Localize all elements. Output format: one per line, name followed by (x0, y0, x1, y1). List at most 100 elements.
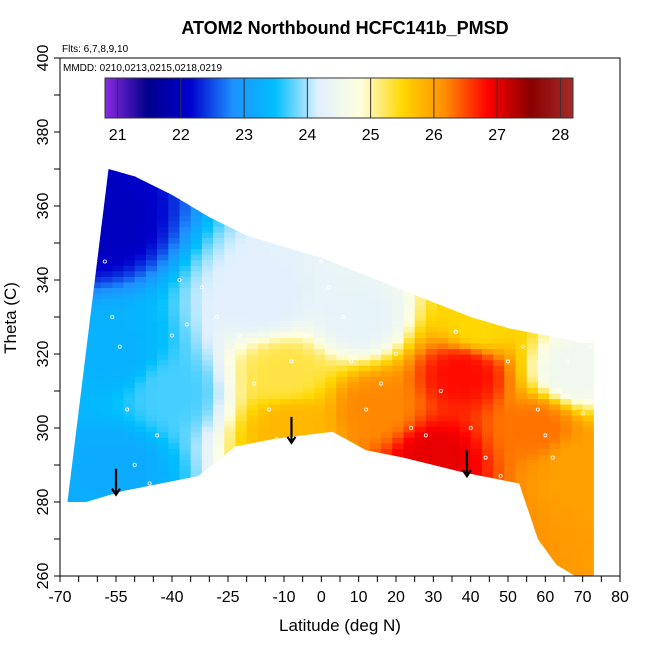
heatmap-cell (336, 248, 349, 255)
heatmap-cell (560, 503, 573, 510)
heatmap-cell (448, 265, 461, 272)
heatmap-cell (235, 492, 248, 499)
heatmap-cell (504, 459, 517, 466)
heatmap-cell (381, 403, 393, 411)
heatmap-cell (414, 215, 427, 222)
heatmap-cell (347, 215, 360, 222)
heatmap-cell (358, 226, 371, 233)
heatmap-cell (392, 354, 405, 361)
heatmap-cell (201, 209, 214, 216)
heatmap-cell (112, 354, 125, 361)
heatmap-cell (448, 315, 461, 322)
heatmap-cell (168, 265, 181, 272)
heatmap-cell (414, 265, 427, 272)
heatmap-cell (224, 231, 237, 239)
heatmap-cell (123, 337, 136, 344)
heatmap-cell (145, 376, 158, 383)
heatmap-cell (336, 265, 349, 272)
heatmap-cell (369, 498, 382, 505)
heatmap-cell (481, 531, 494, 538)
heatmap-cell (515, 220, 528, 227)
heatmap-cell (526, 448, 539, 455)
heatmap-cell (257, 498, 270, 505)
heatmap-cell (78, 459, 91, 466)
heatmap-cell (89, 426, 102, 433)
heatmap-cell (448, 465, 461, 472)
heatmap-cell (157, 470, 169, 477)
heatmap-cell (459, 437, 472, 444)
heatmap-cell (459, 326, 472, 333)
heatmap-cell (269, 503, 281, 510)
heatmap-cell (515, 326, 528, 333)
heatmap-cell (269, 226, 281, 233)
heatmap-cell (414, 248, 427, 255)
heatmap-cell (504, 181, 517, 189)
heatmap-cell (358, 298, 371, 305)
heatmap-cell (157, 176, 169, 183)
heatmap-cell (291, 498, 304, 505)
heatmap-cell (67, 342, 80, 350)
heatmap-cell (201, 348, 214, 355)
x-axis: -70 -55 -40 -25 -10 0 10 20 30 40 50 60 70 80 (48, 576, 629, 606)
heatmap-cell (470, 292, 483, 300)
heatmap-cell (582, 187, 594, 194)
heatmap-cell (582, 231, 594, 239)
heatmap-cell (213, 387, 225, 394)
heatmap-cell (257, 348, 270, 355)
heatmap-cell (403, 559, 416, 566)
heatmap-cell (381, 309, 393, 316)
heatmap-cell (179, 176, 192, 183)
heatmap-cell (504, 337, 517, 344)
heatmap-cell (89, 520, 102, 527)
heatmap-cell (381, 448, 393, 455)
heatmap-cell (549, 415, 561, 422)
heatmap-cell (134, 198, 147, 205)
heatmap-cell (369, 226, 382, 233)
heatmap-cell (179, 442, 192, 449)
heatmap-cell (257, 331, 270, 338)
heatmap-cell (190, 354, 203, 361)
heatmap-cell (537, 553, 550, 560)
heatmap-cell (246, 431, 259, 438)
heatmap-cell (481, 520, 494, 527)
heatmap-cell (168, 326, 181, 333)
heatmap-cell (537, 176, 550, 183)
heatmap-cell (347, 326, 360, 333)
heatmap-cell (560, 254, 573, 261)
heatmap-cell (459, 209, 472, 216)
heatmap-cell (526, 542, 539, 549)
heatmap-cell (526, 498, 539, 505)
heatmap-cell (392, 365, 405, 372)
heatmap-cell (381, 170, 393, 177)
heatmap-cell (112, 465, 125, 472)
heatmap-cell (571, 304, 584, 311)
heatmap-cell (302, 520, 315, 527)
heatmap-cell (392, 392, 405, 399)
heatmap-cell (571, 542, 584, 549)
heatmap-cell (134, 226, 147, 233)
heatmap-cell (481, 176, 494, 183)
heatmap-cell (235, 564, 248, 572)
heatmap-cell (448, 381, 461, 388)
heatmap-cell (403, 298, 416, 305)
heatmap-cell (134, 298, 147, 305)
heatmap-cell (369, 354, 382, 361)
heatmap-cell (392, 304, 405, 311)
heatmap-cell (504, 348, 517, 355)
heatmap-cell (313, 487, 326, 494)
heatmap-cell (246, 237, 259, 244)
heatmap-cell (257, 476, 270, 483)
heatmap-cell (134, 553, 147, 560)
heatmap-cell (381, 487, 393, 494)
heatmap-cell (582, 220, 594, 227)
heatmap-cell (325, 542, 337, 549)
heatmap-cell (313, 465, 326, 472)
heatmap-cell (123, 514, 136, 522)
heatmap-cell (481, 476, 494, 483)
heatmap-cell (269, 170, 281, 177)
heatmap-cell (257, 204, 270, 211)
heatmap-cell (313, 365, 326, 372)
heatmap-cell (246, 170, 259, 177)
heatmap-cell (123, 204, 136, 211)
heatmap-cell (448, 459, 461, 466)
